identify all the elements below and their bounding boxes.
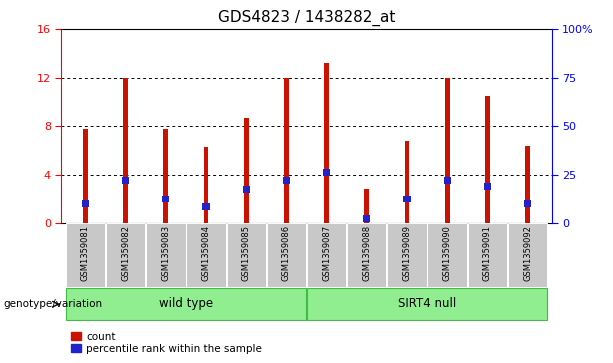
Bar: [405, 141, 409, 223]
Title: GDS4823 / 1438282_at: GDS4823 / 1438282_at: [218, 10, 395, 26]
FancyBboxPatch shape: [66, 288, 306, 319]
FancyBboxPatch shape: [387, 223, 427, 287]
Text: GSM1359086: GSM1359086: [282, 225, 291, 281]
Bar: [284, 78, 289, 223]
Bar: [363, 215, 370, 222]
Text: GSM1359082: GSM1359082: [121, 225, 130, 281]
Bar: [164, 129, 168, 223]
FancyBboxPatch shape: [508, 223, 547, 287]
Bar: [444, 178, 451, 184]
Legend: count, percentile rank within the sample: count, percentile rank within the sample: [66, 327, 266, 358]
Bar: [364, 189, 369, 223]
FancyBboxPatch shape: [267, 223, 306, 287]
FancyBboxPatch shape: [347, 223, 386, 287]
Bar: [162, 196, 169, 202]
Bar: [283, 178, 290, 184]
Bar: [122, 178, 129, 184]
Bar: [202, 203, 210, 209]
Bar: [445, 78, 449, 223]
FancyBboxPatch shape: [146, 223, 186, 287]
Bar: [204, 147, 208, 223]
Text: SIRT4 null: SIRT4 null: [398, 297, 456, 310]
Text: GSM1359084: GSM1359084: [202, 225, 210, 281]
Text: GSM1359091: GSM1359091: [483, 225, 492, 281]
Bar: [485, 96, 490, 223]
Bar: [83, 129, 88, 223]
FancyBboxPatch shape: [227, 223, 266, 287]
FancyBboxPatch shape: [468, 223, 507, 287]
FancyBboxPatch shape: [106, 223, 145, 287]
Text: GSM1359081: GSM1359081: [81, 225, 90, 281]
FancyBboxPatch shape: [307, 223, 346, 287]
FancyBboxPatch shape: [66, 223, 105, 287]
FancyBboxPatch shape: [186, 223, 226, 287]
Bar: [403, 196, 411, 202]
Bar: [524, 200, 531, 207]
Text: GSM1359092: GSM1359092: [523, 225, 532, 281]
Text: genotype/variation: genotype/variation: [3, 299, 102, 309]
Text: GSM1359083: GSM1359083: [161, 225, 170, 281]
Bar: [82, 200, 89, 207]
Text: GSM1359085: GSM1359085: [242, 225, 251, 281]
Bar: [244, 118, 249, 223]
Bar: [484, 183, 491, 190]
Text: GSM1359089: GSM1359089: [403, 225, 411, 281]
Text: GSM1359090: GSM1359090: [443, 225, 452, 281]
FancyBboxPatch shape: [427, 223, 467, 287]
Bar: [123, 78, 128, 223]
Text: GSM1359088: GSM1359088: [362, 225, 371, 281]
FancyBboxPatch shape: [306, 288, 547, 319]
Bar: [243, 186, 250, 192]
Bar: [525, 146, 530, 223]
Bar: [324, 63, 329, 223]
Bar: [323, 169, 330, 176]
Text: wild type: wild type: [159, 297, 213, 310]
Text: GSM1359087: GSM1359087: [322, 225, 331, 281]
